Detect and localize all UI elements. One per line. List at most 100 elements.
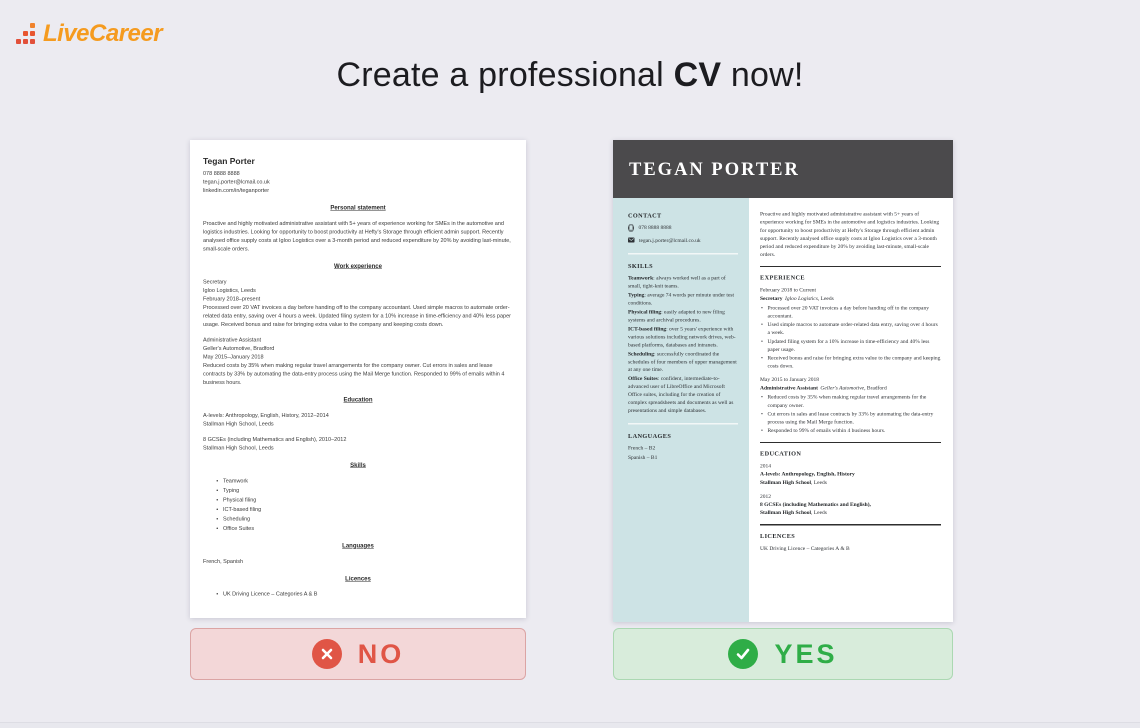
plain-cv-job-company: Igloo Logistics, Leeds (203, 287, 256, 294)
plain-cv-personal-statement: Proactive and highly motivated administr… (203, 220, 511, 253)
yes-label: YES (774, 638, 838, 669)
page-title-pre: Create a professional (336, 56, 674, 94)
job-location: , Bradford (864, 385, 887, 392)
page-title: Create a professional CV now! (0, 56, 1140, 95)
skill-term: Scheduling (628, 350, 654, 357)
plain-cv-job: Administrative Assistant Geller's Automo… (203, 336, 513, 387)
pro-cv-licence: UK Driving Licence – Categories A & B (760, 545, 850, 552)
cv-example-professional: TEGAN PORTER CONTACT 078 8888 8888 (613, 140, 953, 622)
pro-cv-job: May 2015 to January 2018 Administrative … (760, 375, 941, 435)
pro-cv-skill: Office Suites: confident, intermediate-t… (628, 375, 738, 415)
plain-cv-job-body: Processed over 20 VAT invoices a day bef… (203, 304, 511, 328)
list-item: Updated filing system for a 10% increase… (761, 337, 941, 353)
plain-cv-education-line: A-levels: Anthropology, English, History… (203, 412, 329, 419)
main-divider (760, 441, 941, 443)
pro-cv-language: Spanish – B1 (628, 454, 658, 461)
skill-desc: : average 74 words per minute under test… (628, 292, 735, 306)
plain-cv-licences-list: UK Driving Licence – Categories A & B (223, 590, 513, 599)
pro-cv-skill: Physical filing: easily adapted to new f… (628, 308, 738, 324)
pro-cv-skill: ICT-based filing: over 5 years' experien… (628, 325, 738, 349)
job-title: Secretary (760, 295, 783, 302)
footer-strip (0, 722, 1140, 728)
plain-cv-linkedin: linkedin.com/in/teganporter (203, 187, 270, 194)
plain-cv-education-entry: 8 GCSEs (including Mathematics and Engli… (203, 436, 513, 453)
email-icon (628, 237, 635, 243)
pro-cv-language: French – B2 (628, 445, 656, 452)
page-title-post: now! (721, 56, 804, 94)
list-item: Teamwork (223, 477, 513, 486)
livecareer-logo-mark-icon (16, 22, 35, 44)
list-item: Physical filing (223, 496, 513, 505)
list-item: Reduced costs by 35% when making regular… (761, 393, 941, 409)
pro-cv-email-row: tegan.j.porter@lcmail.co.uk (628, 237, 738, 245)
pro-cv-sidebar: CONTACT 078 8888 8888 tegan.j.p (613, 198, 749, 622)
plain-cv-name: Tegan Porter (203, 156, 255, 167)
livecareer-logo-text: LiveCareer (43, 20, 163, 47)
pro-cv-job-bullets: Reduced costs by 35% when making regular… (761, 393, 941, 435)
livecareer-logo[interactable]: LiveCareer (16, 20, 163, 48)
list-item: UK Driving Licence – Categories A & B (223, 590, 513, 599)
pro-cv-job-role: Administrative Assistant Geller's Automot… (760, 384, 941, 392)
pro-cv-job: February 2018 to Current Secretary Igloo … (760, 286, 941, 370)
edu-title: 8 GCSEs (including Mathematics and Engli… (760, 501, 941, 509)
edu-school: Stallman High School (760, 479, 812, 486)
list-item: Received bonus and raise for bringing ex… (761, 354, 941, 370)
pro-cv-job-dates: May 2015 to January 2018 (760, 376, 819, 383)
skill-term: Office Suites (628, 375, 658, 382)
plain-cv-phone: 078 8888 8888 (203, 170, 240, 177)
edu-title: A-levels: Anthropology, English, History (760, 470, 941, 478)
pro-cv-job-bullets: Processed over 20 VAT invoices a day bef… (761, 304, 941, 371)
page-title-cv: CV (673, 56, 722, 94)
skill-desc: : successfully coordinated the schedules… (628, 350, 737, 373)
plain-cv-heading-personal-statement: Personal statement (330, 204, 386, 212)
list-item: Cut errors in sales and lease contracts … (761, 410, 941, 426)
plain-cv-education-school: Stallman High School, Leeds (203, 445, 274, 452)
pro-cv-skill: Typing: average 74 words per minute unde… (628, 292, 738, 308)
plain-cv-job-body: Reduced costs by 35% when making regular… (203, 362, 505, 386)
list-item: Responded to 99% of emails within 4 busi… (761, 427, 941, 435)
plain-cv-job-dates: May 2015–January 2018 (203, 354, 264, 361)
no-label: NO (357, 638, 405, 669)
plain-cv-job-title: Administrative Assistant (203, 337, 262, 344)
pro-cv-skill: Scheduling: successfully coordinated the… (628, 350, 738, 374)
skill-term: Teamwork (628, 275, 654, 282)
pro-cv-heading-education: EDUCATION (760, 449, 802, 457)
no-button[interactable]: NO (190, 628, 526, 680)
cv-example-plain: Tegan Porter 078 8888 8888 tegan.j.porte… (190, 140, 526, 618)
edu-location: , Leeds (811, 509, 827, 516)
skill-desc: : over 5 years' experience with various … (628, 325, 736, 348)
skill-desc: : easily adapted to new filing systems a… (628, 308, 725, 323)
pro-cv-heading-languages: LANGUAGES (628, 432, 672, 440)
pro-cv-phone-row: 078 8888 8888 (628, 224, 738, 232)
pro-cv-job-dates: February 2018 to Current (760, 287, 817, 294)
plain-cv-heading-education: Education (343, 396, 373, 404)
list-item: Typing (223, 486, 513, 495)
plain-cv-job-company: Geller's Automotive, Bradford (203, 345, 275, 352)
edu-year: 2014 (760, 463, 771, 470)
phone-icon (628, 224, 634, 232)
plain-cv-heading-work: Work experience (334, 262, 382, 270)
skill-term: Physical filing (628, 308, 662, 315)
yes-button[interactable]: YES (613, 628, 953, 680)
list-item: ICT-based filing (223, 505, 513, 514)
pro-cv-education-entry: 2012 8 GCSEs (including Mathematics and … (760, 492, 941, 516)
pro-cv-skill: Teamwork: always worked well as a part o… (628, 275, 738, 291)
pro-cv-main-column: Proactive and highly motivated administr… (749, 198, 953, 622)
job-company: Geller's Automotive (820, 385, 865, 392)
check-circle-icon (728, 639, 759, 669)
edu-title-text: A-levels: Anthropology, English, History (760, 471, 855, 478)
pro-cv-phone: 078 8888 8888 (638, 224, 672, 231)
edu-school: Stallman High School (760, 509, 812, 516)
pro-cv-job-role: Secretary Igloo Logistics, Leeds (760, 295, 941, 303)
list-item: Processed over 20 VAT invoices a day bef… (761, 304, 941, 320)
skill-term: Typing (628, 292, 645, 298)
pro-cv-heading-experience: EXPERIENCE (760, 273, 805, 281)
pro-cv-summary: Proactive and highly motivated administr… (760, 211, 940, 258)
plain-cv-heading-skills: Skills (350, 461, 366, 469)
list-item: Used simple macros to automate order-rel… (761, 321, 941, 337)
pro-cv-heading-skills: SKILLS (628, 262, 653, 270)
list-item: Scheduling (223, 515, 513, 524)
edu-title-text: 8 GCSEs (including Mathematics and Engli… (760, 501, 871, 508)
pro-cv-education-entry: 2014 A-levels: Anthropology, English, Hi… (760, 462, 941, 486)
plain-cv-job-dates: February 2018–present (203, 295, 261, 302)
